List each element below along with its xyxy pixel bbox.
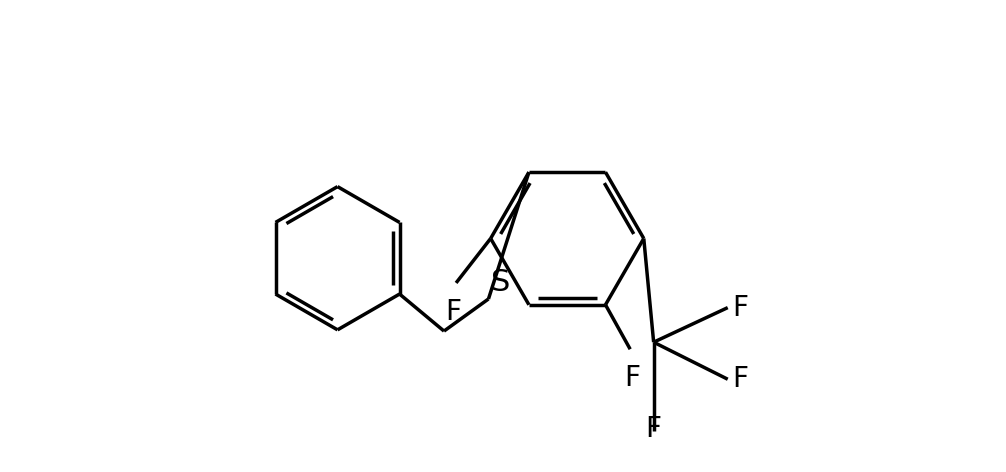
Text: F: F [732,365,748,393]
Text: F: F [732,294,748,321]
Text: F: F [446,298,462,326]
Text: F: F [625,364,641,392]
Text: S: S [491,268,510,296]
Text: F: F [646,415,662,444]
